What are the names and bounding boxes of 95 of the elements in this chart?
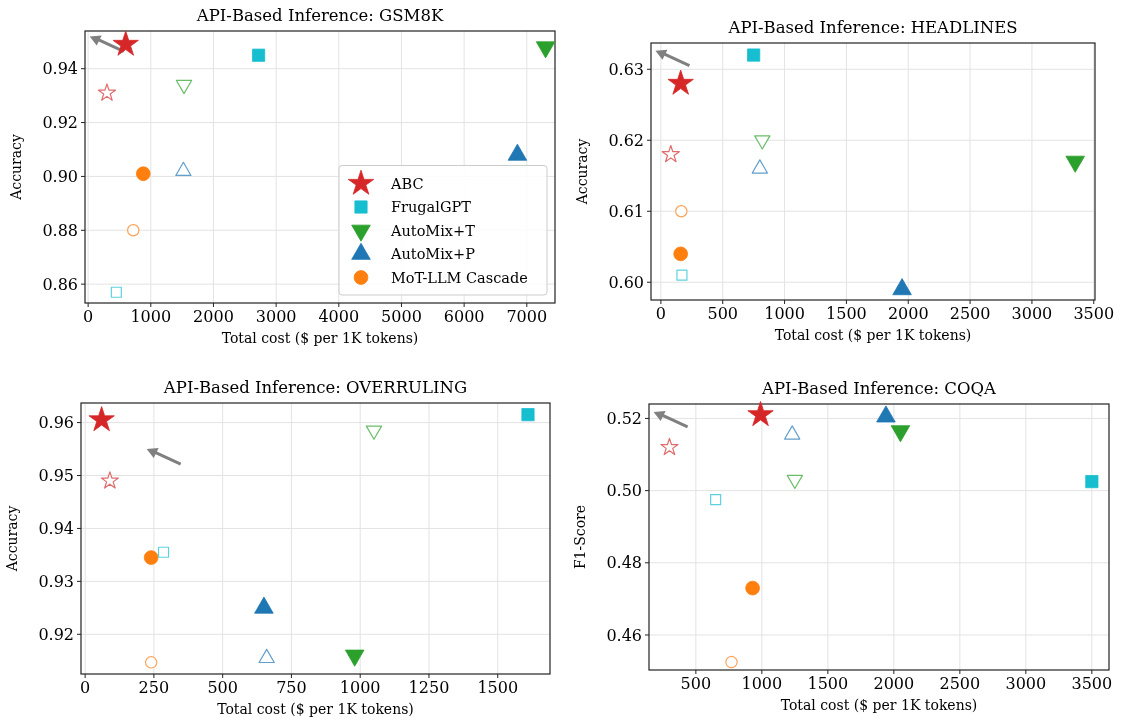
point (784, 425, 801, 440)
legend-label: AutoMix+P (390, 246, 476, 263)
point (157, 546, 170, 558)
point (110, 286, 122, 298)
x-tick-label: 1000 (339, 678, 381, 697)
y-tick-label: 0.46 (606, 625, 642, 645)
point (747, 48, 761, 62)
x-tick-label: 4000 (318, 307, 360, 326)
y-tick-label: 0.88 (42, 220, 78, 240)
legend-label: AutoMix+T (390, 222, 476, 239)
point (747, 401, 774, 427)
x-tick-label: 1000 (764, 304, 805, 323)
x-tick-label: 6000 (443, 307, 485, 326)
x-tick-label: 1500 (807, 674, 849, 693)
point (751, 159, 769, 174)
point (127, 224, 140, 237)
point (1085, 475, 1099, 489)
x-axis-title: Total cost ($ per 1K tokens) (774, 327, 972, 343)
point (876, 405, 896, 423)
point (667, 69, 694, 95)
x-axis-title: Total cost ($ per 1K tokens) (221, 330, 419, 346)
x-tick-label: 500 (207, 678, 238, 697)
legend-label: ABC (390, 175, 424, 192)
point (676, 269, 688, 281)
y-tick-label: 0.92 (42, 113, 78, 133)
x-tick-label: 1500 (477, 678, 519, 697)
x-tick-label: 3000 (1011, 304, 1053, 323)
x-tick-label: 3500 (1073, 304, 1115, 323)
point (710, 494, 722, 506)
point (97, 83, 117, 101)
point (661, 144, 680, 163)
y-tick-label: 0.96 (38, 413, 74, 433)
y-tick-label: 0.61 (608, 201, 644, 221)
y-axis-title: Accuracy (8, 134, 24, 201)
x-tick-label: 500 (680, 674, 712, 693)
y-tick-label: 0.86 (42, 274, 78, 294)
y-tick-label: 0.60 (608, 272, 644, 292)
legend-label: MoT-LLM Cascade (391, 269, 528, 286)
x-tick-label: 5000 (381, 307, 422, 326)
point (521, 408, 535, 422)
x-axis-title: Total cost ($ per 1K tokens) (217, 701, 414, 717)
x-tick-label: 2000 (887, 304, 929, 323)
x-tick-label: 0 (80, 678, 91, 697)
chart-title: API-Based Inference: GSM8K (195, 6, 444, 25)
point (258, 648, 275, 664)
point (100, 471, 119, 489)
y-tick-label: 0.90 (42, 167, 78, 187)
y-tick-label: 0.50 (606, 481, 642, 501)
x-tick-label: 2000 (873, 674, 915, 693)
point (112, 30, 139, 56)
x-tick-label: 0 (83, 307, 94, 326)
x-tick-label: 1250 (408, 678, 450, 697)
point (675, 205, 688, 218)
x-tick-label: 3000 (255, 307, 297, 326)
y-tick-label: 0.93 (38, 571, 74, 591)
x-tick-label: 3500 (1071, 674, 1113, 693)
point (88, 406, 115, 432)
x-tick-label: 500 (707, 304, 739, 323)
x-tick-label: 0 (655, 304, 666, 323)
point (725, 655, 738, 669)
chart-title: API-Based Inference: HEADLINES (727, 18, 1018, 37)
point (660, 437, 679, 456)
y-tick-label: 0.62 (608, 130, 644, 150)
x-tick-label: 1000 (741, 674, 783, 693)
point (365, 425, 383, 440)
point (143, 550, 159, 565)
y-axis-title: Accuracy (574, 138, 590, 206)
y-tick-label: 0.52 (606, 409, 642, 429)
point (144, 656, 158, 669)
x-tick-label: 750 (276, 678, 307, 697)
chart-title: API-Based Inference: COQA (761, 379, 997, 398)
y-tick-label: 0.48 (606, 553, 642, 573)
x-tick-label: 1500 (826, 304, 867, 323)
x-tick-label: 1000 (130, 307, 172, 326)
legend-label: FrugalGPT (391, 199, 472, 216)
y-axis-title: F1-Score (572, 504, 588, 570)
y-tick-label: 0.92 (38, 624, 74, 644)
point (135, 166, 151, 182)
x-tick-label: 250 (138, 678, 170, 697)
y-tick-label: 0.95 (38, 466, 74, 486)
y-axis-title: Accuracy (4, 505, 20, 573)
x-axis-title: Total cost ($ per 1K tokens) (780, 697, 978, 713)
y-tick-label: 0.94 (38, 519, 74, 539)
point (252, 48, 266, 62)
chart-title: API-Based Inference: OVERRULING (162, 378, 468, 397)
y-tick-label: 0.63 (608, 59, 644, 79)
point (175, 161, 192, 177)
x-tick-label: 2000 (193, 307, 234, 326)
point (673, 246, 688, 262)
point (745, 580, 760, 596)
y-tick-label: 0.94 (42, 59, 78, 79)
x-tick-label: 2500 (939, 674, 981, 693)
x-tick-label: 3000 (1005, 674, 1047, 693)
x-tick-label: 7000 (506, 307, 548, 326)
x-tick-label: 2500 (949, 304, 991, 323)
